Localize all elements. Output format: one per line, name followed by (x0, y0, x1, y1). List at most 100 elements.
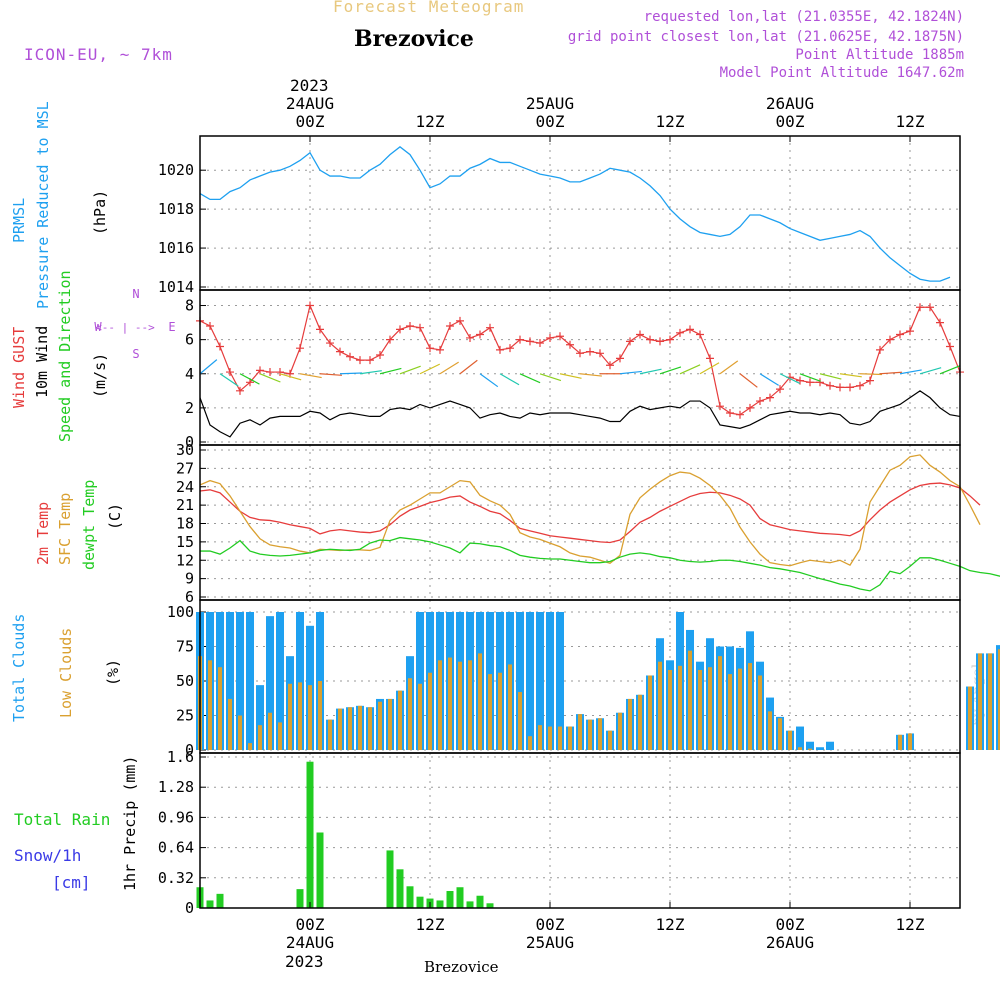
gust-point (596, 349, 604, 358)
gust-point (746, 403, 754, 412)
gust-point (646, 335, 654, 344)
y-tick-label: 0.96 (158, 808, 194, 826)
gust-point (206, 322, 214, 330)
low-cloud-bar (548, 726, 552, 750)
bottom-hour-label: 00Z (296, 915, 325, 934)
bottom-year: 2023 (285, 952, 324, 971)
wind-direction-arrow (379, 367, 402, 375)
gust-point (946, 342, 954, 351)
gust-point (436, 345, 444, 354)
bottom-date-label: 24AUG (286, 933, 334, 952)
low-cloud-bar (738, 668, 742, 750)
low-cloud-bar (518, 692, 522, 750)
wind-direction-arrow (799, 373, 821, 382)
wind-direction-arrow (659, 366, 682, 375)
gust-point (266, 368, 274, 377)
gust-point (896, 330, 904, 339)
y-tick-label: 12 (176, 551, 194, 569)
gust-point (686, 325, 694, 334)
bottom-hour-label: 00Z (776, 915, 805, 934)
low-cloud-bar (368, 707, 372, 750)
low-cloud-bar (598, 718, 602, 750)
gust-point (756, 397, 764, 406)
y-tick-label: 1.28 (158, 778, 194, 796)
y-tick-label: 24 (176, 478, 194, 496)
low-cloud-bar (788, 730, 792, 750)
wind-direction-arrow (739, 373, 758, 388)
gust-point (716, 402, 724, 411)
low-cloud-bar (988, 653, 992, 750)
gust-point (386, 335, 394, 344)
low-cloud-bar (618, 712, 622, 750)
gust-point (446, 322, 454, 330)
wind-direction-arrow (199, 359, 218, 375)
total-cloud-bar (796, 726, 804, 750)
y-tick-label: 0.64 (158, 839, 194, 857)
low-cloud-bar (778, 718, 782, 750)
low-cloud-bar (338, 708, 342, 750)
low-cloud-bar (768, 711, 772, 750)
low-cloud-bar (908, 733, 912, 750)
gust-point (656, 337, 664, 346)
y-tick-label: 0.32 (158, 869, 194, 887)
y-tick-label: 0 (185, 741, 194, 759)
total-cloud-bar (226, 612, 234, 750)
wind-direction-arrow (639, 368, 662, 375)
top-hour-label: 00Z (536, 112, 565, 131)
low-cloud-bar (748, 663, 752, 750)
point-altitude: Point Altitude 1885m (795, 47, 964, 63)
gust-point (836, 383, 844, 392)
wind-direction-arrow (679, 364, 701, 375)
rain-bar (446, 891, 454, 908)
total-cloud-bar (826, 741, 834, 750)
low-cloud-bar (468, 660, 472, 750)
gust-point (586, 347, 594, 356)
top-hour-label: 00Z (296, 112, 325, 131)
low-cloud-bar (708, 667, 712, 750)
y-tick-label: 25 (176, 707, 194, 725)
y-tick-label: 18 (176, 515, 194, 533)
wind-direction-arrow (319, 373, 342, 376)
low-cloud-bar (458, 661, 462, 750)
gust-point (706, 354, 714, 363)
low-cloud-bar (728, 674, 732, 750)
gust-point (506, 344, 514, 353)
wind-direction-arrow (919, 367, 942, 375)
total-cloud-bar (266, 616, 274, 750)
rain-bar (306, 761, 314, 908)
gust-point (516, 335, 524, 344)
gust-point (416, 323, 424, 332)
low-cloud-bar (248, 743, 252, 750)
y-tick-label: 27 (176, 459, 194, 477)
low-cloud-bar (278, 722, 282, 750)
low-cloud-bar (678, 665, 682, 750)
rain-bar (416, 896, 424, 908)
gust-point (566, 340, 574, 349)
wind-direction-arrow (559, 373, 582, 379)
rain-bar (456, 887, 464, 908)
wind-direction-arrow (219, 373, 239, 387)
wind10m-series-line (199, 390, 961, 438)
low-cloud-bar (428, 672, 432, 750)
gust-point (226, 368, 234, 377)
wind-direction-arrow (779, 373, 801, 384)
gust-point (556, 332, 564, 341)
low-cloud-bar (998, 649, 1000, 750)
gust-point (916, 303, 924, 312)
gust-point (316, 325, 324, 334)
low-cloud-bar (478, 653, 482, 750)
gust-point (876, 345, 884, 354)
rain-bar (476, 895, 484, 908)
gust-point (776, 385, 784, 394)
total-cloud-bar (536, 612, 544, 750)
total-cloud-bar (556, 612, 564, 750)
gust-point (806, 378, 814, 387)
gust-point (636, 330, 644, 339)
rain-bar (406, 886, 414, 908)
gust-point (456, 316, 464, 325)
gust-point (736, 410, 744, 419)
sfctemp-series-line (199, 454, 981, 567)
total-cloud-bar (546, 612, 554, 750)
low-cloud-bar (398, 690, 402, 750)
gust-point (466, 333, 474, 342)
